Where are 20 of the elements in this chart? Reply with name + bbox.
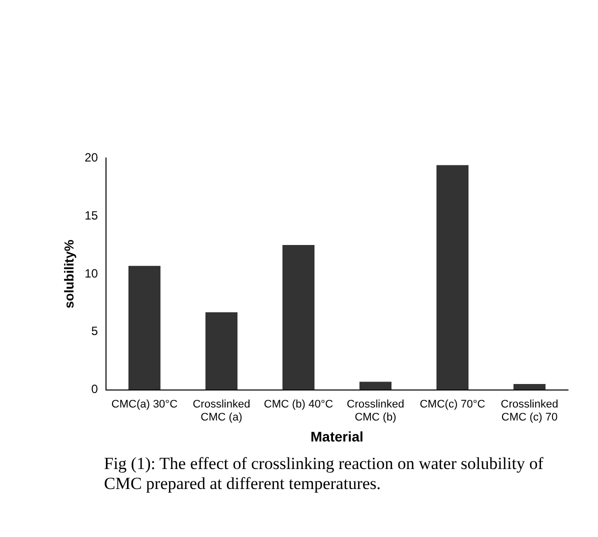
y-tick-label: 5 xyxy=(91,324,98,338)
y-tick-label: 0 xyxy=(91,382,98,396)
bar xyxy=(128,266,160,390)
x-tick-label: Crosslinked CMC (b) xyxy=(346,398,404,424)
bar xyxy=(513,384,546,390)
x-tick-label: Crosslinked CMC (a) xyxy=(192,398,250,424)
y-tick-label: 20 xyxy=(84,150,98,165)
bar xyxy=(359,382,392,390)
y-tick-label: 10 xyxy=(84,266,98,280)
x-tick-label: CMC(c) 70°C xyxy=(420,398,486,410)
bar xyxy=(436,165,469,390)
text: Fig (1): The effect of crosslinking reaction on water solubility of CMC prepared at different temperatures. xyxy=(104,454,544,494)
y-tick-label: 15 xyxy=(84,208,98,222)
x-tick-label: CMC(a) 30°C xyxy=(111,398,178,410)
y-axis-title: solubility% xyxy=(61,239,76,308)
x-axis-title: Material xyxy=(310,428,364,444)
x-tick-label: CMC (b) 40°C xyxy=(264,398,334,410)
x-tick-label: Crosslinked CMC (c) 70 xyxy=(500,398,558,424)
bar xyxy=(205,312,238,390)
bar xyxy=(282,245,314,390)
